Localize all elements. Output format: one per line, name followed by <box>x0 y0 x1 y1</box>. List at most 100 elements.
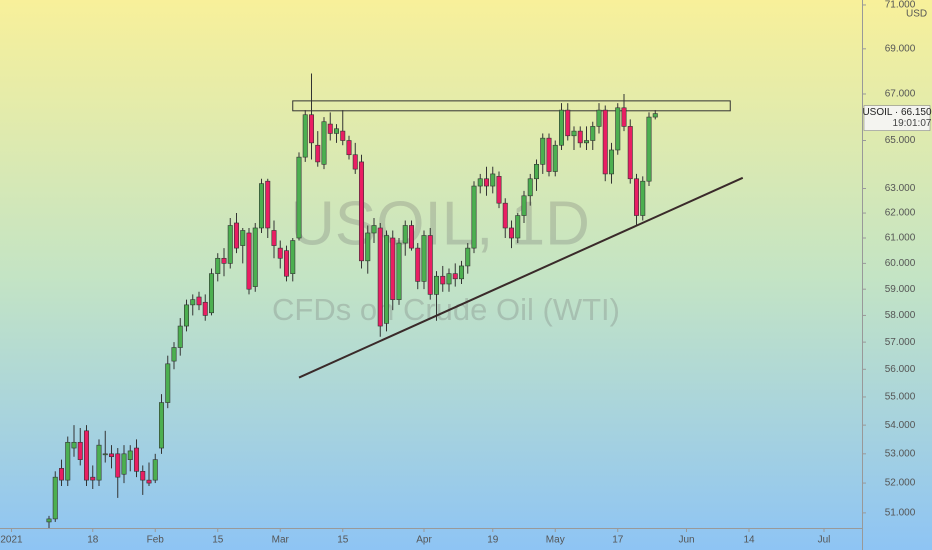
candle-body <box>340 130 346 141</box>
candle-body <box>465 247 471 267</box>
price-tag-countdown: 19:01:07 <box>893 118 932 129</box>
candle-body <box>633 178 639 216</box>
y-tick-label: 56.000 <box>885 364 916 375</box>
x-tick-label: 14 <box>743 535 755 546</box>
candle-body <box>115 453 121 478</box>
candle-body <box>396 242 402 300</box>
candle-body <box>596 109 602 127</box>
y-tick-label: 71.000 <box>885 0 916 11</box>
candle-body <box>84 430 90 481</box>
candle-body <box>177 325 183 348</box>
candle-body <box>615 107 621 151</box>
y-tick-label: 61.000 <box>885 233 916 244</box>
y-tick-label: 60.000 <box>885 258 916 269</box>
y-tick-label: 63.000 <box>885 183 916 194</box>
x-tick-label: 19 <box>487 535 499 546</box>
candle-body <box>358 161 364 262</box>
candle-body <box>365 232 371 262</box>
candle-body <box>96 444 102 481</box>
x-tick-label: Feb <box>147 535 165 546</box>
candle-body <box>333 128 339 134</box>
candle-body <box>646 116 652 182</box>
candle-body <box>440 275 446 285</box>
y-tick-label: 54.000 <box>885 420 916 431</box>
candle-body <box>352 154 358 170</box>
candle-body <box>527 178 533 197</box>
candle-body <box>433 275 439 295</box>
candle-body <box>296 156 302 239</box>
candle-body <box>140 471 146 481</box>
x-tick-label: Mar <box>272 535 290 546</box>
resistance-box <box>292 100 731 112</box>
candle-body <box>77 441 83 460</box>
candle-body <box>246 232 252 290</box>
candle-body <box>552 144 558 172</box>
price-tag-label: USOIL · 66.150 <box>862 107 932 118</box>
candle-body <box>590 126 596 141</box>
candle-body <box>371 225 377 234</box>
candle-body <box>121 453 127 475</box>
x-tick-label: Jul <box>818 535 831 546</box>
candle-body <box>90 476 96 481</box>
candle-body <box>283 250 289 277</box>
candle-body <box>652 113 658 118</box>
candle-body <box>621 107 627 127</box>
y-tick-label: 52.000 <box>885 478 916 489</box>
currency-label: USD <box>906 9 927 20</box>
candle-body <box>483 178 489 187</box>
candle-body <box>184 304 190 327</box>
watermark-symbol: USOIL, 1D <box>290 189 590 258</box>
y-tick-label: 69.000 <box>885 43 916 54</box>
price-tag-box <box>863 105 931 131</box>
candle-body <box>415 247 421 282</box>
candle-body <box>502 202 508 229</box>
candle-body <box>558 109 564 146</box>
x-tick-label: 18 <box>87 535 99 546</box>
candle-body <box>408 225 414 249</box>
x-tick-label: Jun <box>678 535 694 546</box>
candle-body <box>202 301 208 316</box>
candle-body <box>159 402 165 449</box>
candle-body <box>515 215 521 239</box>
trendline <box>298 176 744 379</box>
candle-body <box>52 476 58 520</box>
candle-body <box>302 114 308 158</box>
candle-body <box>446 273 452 285</box>
candle-body <box>390 237 396 300</box>
candle-body <box>271 230 277 246</box>
candle-body <box>109 453 115 458</box>
candle-body <box>565 109 571 137</box>
x-tick-label: 15 <box>337 535 349 546</box>
candle-body <box>71 441 77 449</box>
y-tick-label: 55.000 <box>885 392 916 403</box>
candle-body <box>290 240 296 274</box>
watermark-description: CFDs on Crude Oil (WTI) <box>272 292 620 327</box>
candle-body <box>402 225 408 244</box>
candle-body <box>252 227 258 287</box>
y-tick-label: 62.000 <box>885 208 916 219</box>
y-tick-label: 58.000 <box>885 310 916 321</box>
x-tick-label: 2021 <box>0 535 23 546</box>
y-tick-label: 51.000 <box>885 508 916 519</box>
candle-body <box>571 130 577 137</box>
candle-body <box>577 130 583 144</box>
candle-body <box>608 149 614 175</box>
y-tick-label: 65.000 <box>885 135 916 146</box>
candle-body <box>152 459 158 481</box>
candle-body <box>215 257 221 274</box>
candle-body <box>327 123 333 134</box>
candle-body <box>583 140 589 144</box>
x-tick-label: 17 <box>612 535 624 546</box>
candle-body <box>315 144 321 163</box>
candle-body <box>533 164 539 180</box>
candle-body <box>308 114 314 144</box>
y-tick-label: 57.000 <box>885 337 916 348</box>
candle-body <box>127 450 133 460</box>
candle-body <box>46 518 52 523</box>
candle-body <box>540 137 546 165</box>
candle-body <box>477 178 483 187</box>
candle-body <box>240 230 246 246</box>
candle-body <box>377 227 383 327</box>
candle-body <box>102 453 108 456</box>
